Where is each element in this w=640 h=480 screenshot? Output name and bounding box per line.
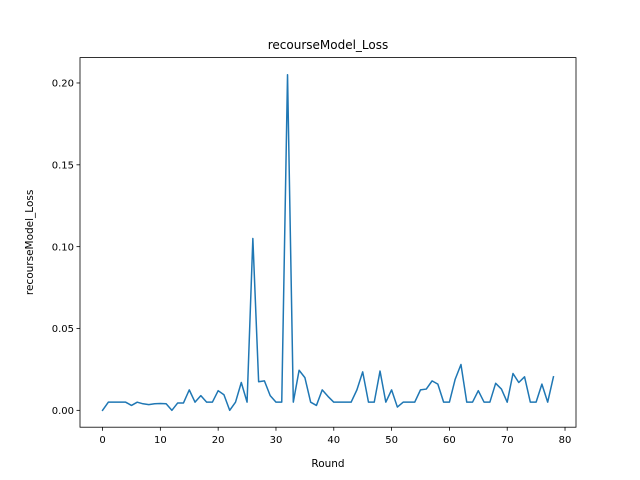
x-tick-label: 60 [443, 435, 456, 446]
plot-area [79, 57, 577, 428]
x-tick-label: 50 [385, 435, 398, 446]
y-tick-label: 0.15 [52, 160, 74, 171]
x-tick-label: 70 [501, 435, 514, 446]
x-tick-label: 30 [270, 435, 283, 446]
y-axis: 0.00 0.05 0.10 0.15 0.20 [52, 79, 80, 417]
x-axis-title: Round [311, 458, 344, 470]
y-tick-label: 0.00 [52, 406, 74, 417]
y-axis-title: recourseModel_Loss [24, 190, 36, 295]
x-tick-label: 0 [99, 435, 105, 446]
series-line-0 [101, 74, 555, 412]
chart-title: recourseModel_Loss [268, 38, 389, 52]
y-tick-label: 0.20 [52, 79, 74, 90]
x-tick-label: 20 [212, 435, 225, 446]
x-axis: 0 10 20 30 40 50 60 70 80 [99, 427, 571, 446]
y-tick-label: 0.05 [52, 324, 74, 335]
y-tick-label: 0.10 [52, 242, 74, 253]
x-tick-label: 40 [327, 435, 340, 446]
x-tick-label: 80 [559, 435, 572, 446]
x-tick-label: 10 [154, 435, 167, 446]
series-layer [101, 74, 555, 412]
